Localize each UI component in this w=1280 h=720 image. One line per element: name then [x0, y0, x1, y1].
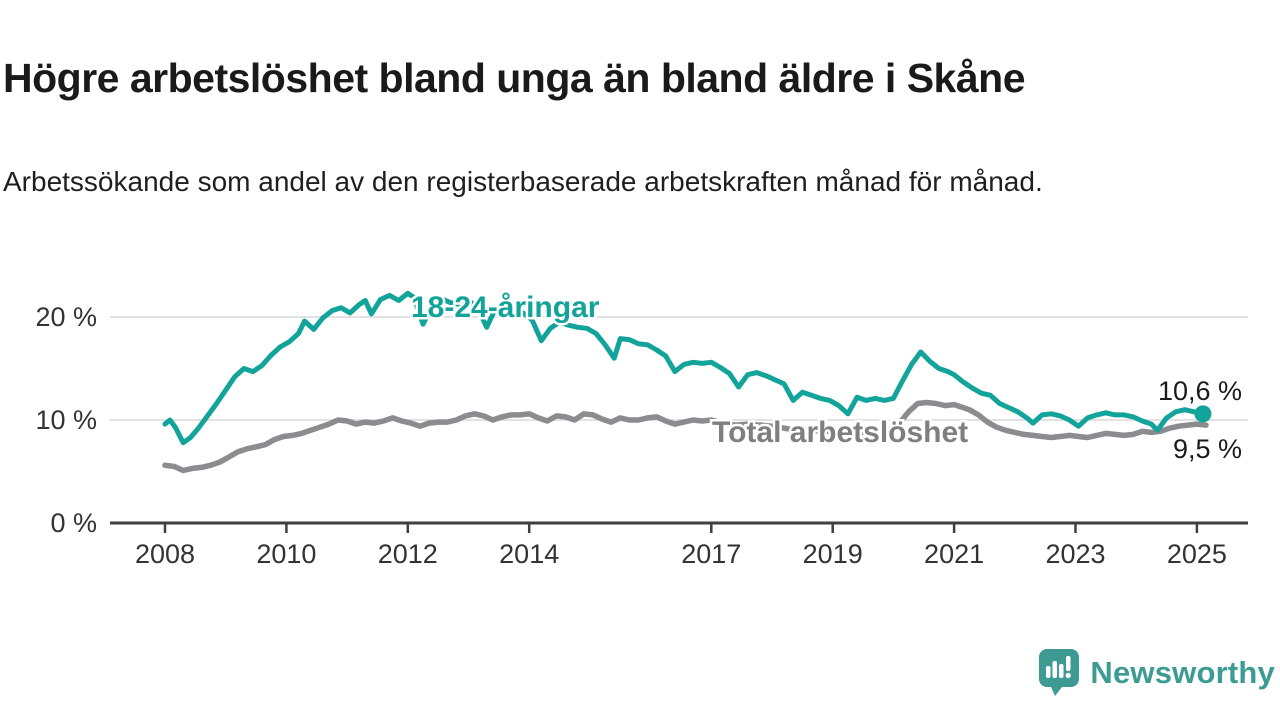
gridline-layer [110, 316, 1248, 421]
x-tick-label-2014: 2014 [499, 539, 559, 569]
end-marker-dot [1194, 405, 1212, 423]
series-label-total: Total arbetslöshet [712, 416, 968, 449]
y-tick-label-0: 0 % [50, 508, 97, 538]
series-layer [162, 290, 1212, 474]
tick-label-layer: 2008 2010 2012 2014 2017 2019 2021 2023 2025 0 % 1… [35, 302, 1226, 569]
series-label-youth: 18-24-åringar [411, 291, 600, 324]
newsworthy-wordmark: Newsworthy [1090, 655, 1275, 690]
newsworthy-logo-icon [1039, 649, 1080, 696]
x-tick-label-2010: 2010 [256, 539, 316, 569]
newsworthy-branding: Newsworthy [1038, 648, 1275, 698]
y-tick-label-10: 10 % [35, 405, 97, 435]
x-tick-label-2025: 2025 [1167, 539, 1227, 569]
page-title: Högre arbetslöshet bland unga än bland ä… [3, 55, 1026, 102]
x-tick-label-2008: 2008 [135, 539, 195, 569]
exclamation-dot [1065, 672, 1072, 679]
x-tick-label-2017: 2017 [681, 539, 741, 569]
x-tick-label-2021: 2021 [924, 539, 984, 569]
x-tick-label-2019: 2019 [803, 539, 863, 569]
line-youth [162, 290, 1206, 446]
chart-subtitle: Arbetssökande som andel av den registerb… [3, 166, 1043, 197]
x-tick-label-2012: 2012 [378, 539, 438, 569]
bar-chart-glyph [1046, 656, 1072, 679]
x-axis [110, 521, 1248, 533]
line-total [162, 399, 1209, 474]
exclamation-bar [1066, 656, 1071, 671]
x-tick-label-2023: 2023 [1045, 539, 1105, 569]
y-tick-label-20: 20 % [35, 302, 97, 332]
end-value-label-youth: 10,6 % [1158, 376, 1242, 406]
end-value-label-total: 9,5 % [1173, 434, 1242, 464]
